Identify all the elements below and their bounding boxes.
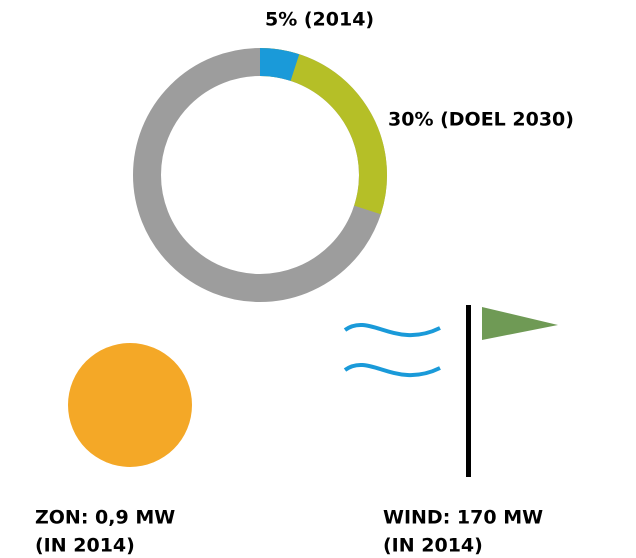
annotation: (IN 2014) [35,535,135,557]
annotation: WIND: 170 MW [383,507,543,529]
annotation: (IN 2014) [383,535,483,557]
annotation: ZON: 0,9 MW [35,507,175,529]
value-label: 5% (2014) [265,9,374,31]
donut-segment [259,48,300,81]
value-label: 30% (DOEL 2030) [388,109,574,131]
donut-segment [259,48,387,215]
donut-arcs [259,48,387,215]
flag [482,307,558,340]
wind-icon [343,323,441,378]
sun-icon [68,343,192,467]
flag-pole [466,305,471,477]
